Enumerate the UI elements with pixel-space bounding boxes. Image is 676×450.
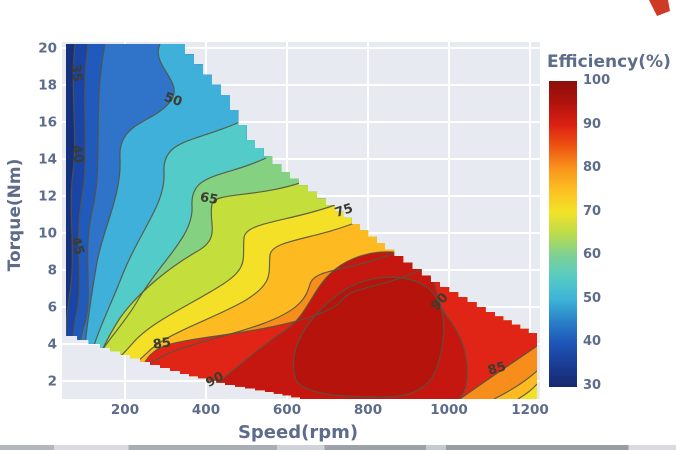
contour-line — [517, 383, 537, 399]
y-tick-label: 12 — [38, 189, 57, 205]
x-axis-title: Speed(rpm) — [238, 422, 358, 443]
colorbar-tick-label: 80 — [583, 160, 602, 176]
y-axis-title: Torque(Nm) — [5, 159, 25, 272]
x-tick-label: 1200 — [511, 402, 549, 418]
y-tick-label: 20 — [38, 41, 57, 57]
y-tick-label: 10 — [38, 226, 57, 242]
contour-line — [77, 44, 106, 353]
contour-line — [71, 44, 89, 347]
y-tick-label: 6 — [48, 300, 57, 316]
contour-line — [103, 204, 336, 375]
colorbar-title: Efficiency(%) — [547, 52, 671, 72]
contour-line — [109, 221, 358, 381]
colorbar-tick-label: 100 — [583, 73, 611, 88]
contour-label: 45 — [67, 235, 86, 256]
contour-label: 85 — [152, 335, 172, 352]
contour-line — [293, 276, 445, 398]
colorbar-tick-label: 70 — [583, 203, 602, 219]
x-tick-label: 600 — [273, 402, 301, 418]
y-tick-label: 16 — [38, 115, 57, 131]
colorbar-tick-label: 90 — [583, 116, 602, 132]
x-tick-label: 1000 — [430, 402, 468, 418]
contour-line — [119, 251, 398, 389]
contour-line — [83, 44, 175, 357]
contour-line — [139, 267, 425, 398]
contour-label: 40 — [68, 144, 85, 164]
colorbar-tick-label: 60 — [583, 247, 602, 263]
band-inner-core — [293, 277, 444, 397]
contour-label: 50 — [162, 90, 184, 110]
x-tick-label: 200 — [111, 402, 139, 418]
contour-line — [459, 345, 537, 399]
y-tick-label: 2 — [48, 374, 57, 390]
contour-line — [493, 370, 537, 399]
colorbar-tick-label: 30 — [583, 378, 602, 393]
x-tick-label: 400 — [192, 402, 220, 418]
contour-line — [96, 181, 304, 365]
colorbar-tick-label: 40 — [583, 334, 602, 350]
y-tick-label: 8 — [48, 263, 57, 279]
bottom-edge-strip — [0, 445, 676, 450]
contour-label: 75 — [333, 201, 355, 221]
y-tick-label: 14 — [38, 152, 57, 168]
contour-label: 35 — [68, 63, 85, 82]
contour-line — [89, 119, 245, 363]
contour-label: 65 — [199, 190, 219, 208]
y-tick-label: 4 — [48, 337, 57, 353]
x-tick-label: 800 — [354, 402, 382, 418]
corner-red-artifact — [649, 0, 670, 16]
y-axis-ticks: 20 18 16 14 12 10 8 6 4 2 — [38, 41, 57, 390]
band-corner — [518, 384, 537, 399]
contour-line — [93, 157, 267, 369]
contour-line — [66, 44, 76, 337]
colorbar-tick-label: 50 — [583, 290, 602, 306]
band-corner — [494, 371, 537, 399]
x-axis-ticks: 200 400 600 800 1000 1200 — [111, 402, 549, 418]
contour-lines — [66, 44, 537, 399]
colorbar — [549, 81, 577, 387]
y-tick-label: 18 — [38, 78, 57, 94]
contour-label: 85 — [486, 359, 508, 378]
